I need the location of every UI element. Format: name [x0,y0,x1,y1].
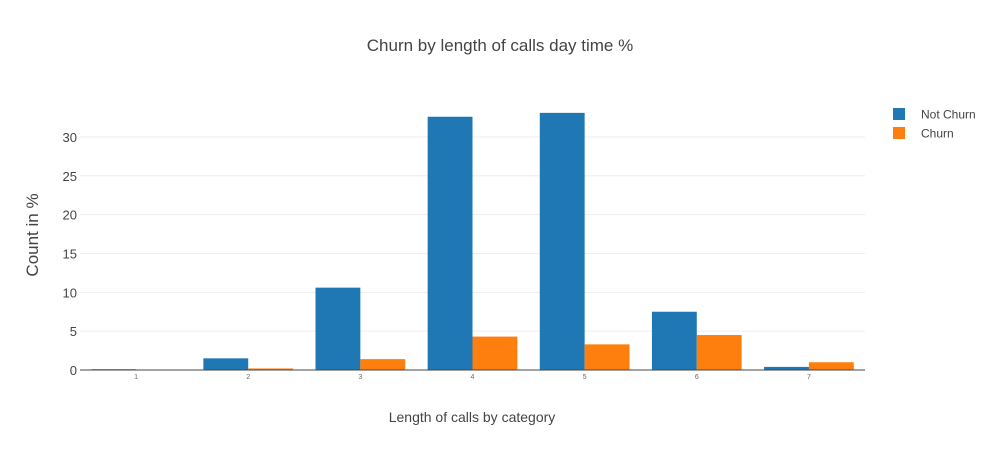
legend-label[interactable]: Churn [921,127,954,141]
bar-not-churn[interactable] [540,113,585,370]
chart-title: Churn by length of calls day time % [367,36,633,55]
x-tick-label: 7 [807,374,811,381]
bar-churn[interactable] [809,362,854,370]
legend[interactable]: Not Churn Churn [893,108,976,141]
x-tick-label: 2 [246,374,250,381]
x-tick-label: 1 [134,374,138,381]
bar-not-churn[interactable] [316,288,361,370]
bar-not-churn[interactable] [203,358,248,370]
legend-label[interactable]: Not Churn [921,108,976,122]
x-tick-label: 5 [583,374,587,381]
bar-churn[interactable] [360,359,405,370]
bar-churn[interactable] [585,344,630,370]
legend-swatch[interactable] [893,127,905,139]
y-tick-label: 15 [63,246,77,261]
y-tick-label: 30 [63,130,77,145]
y-axis-label: Count in % [23,193,42,276]
y-tick-label: 5 [70,324,77,339]
bar-not-churn[interactable] [652,312,697,370]
x-tick-label: 3 [358,374,362,381]
y-tick-label: 0 [70,363,77,378]
x-tick-label: 4 [471,374,475,381]
x-tick-label: 6 [695,374,699,381]
x-axis-label: Length of calls by category [389,409,556,425]
y-tick-label: 20 [63,208,77,223]
bar-not-churn[interactable] [428,117,473,370]
bar-churn[interactable] [473,337,518,370]
legend-swatch[interactable] [893,108,905,120]
y-tick-label: 25 [63,169,77,184]
y-tick-label: 10 [63,285,77,300]
bar-churn[interactable] [697,335,742,370]
